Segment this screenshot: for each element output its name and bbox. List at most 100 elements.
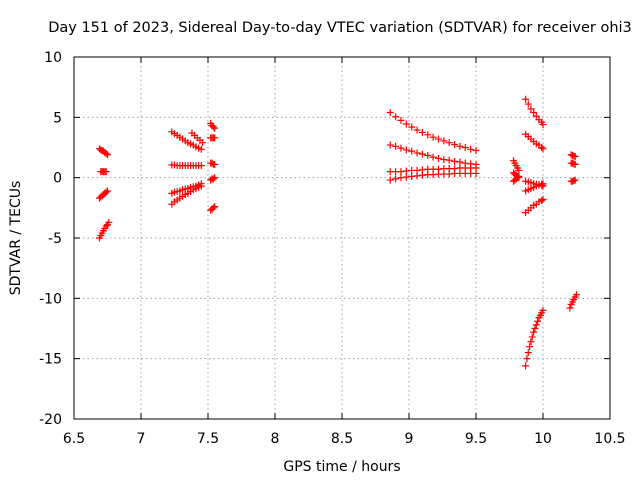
data-point — [102, 188, 110, 196]
data-point — [413, 149, 421, 157]
series-track-e1 — [510, 157, 523, 174]
data-point — [104, 187, 111, 195]
data-point — [440, 156, 448, 164]
data-point — [440, 137, 448, 145]
data-point — [397, 116, 405, 124]
x-tick-label: 10 — [534, 431, 552, 447]
data-point — [451, 140, 459, 148]
data-point — [429, 171, 437, 179]
data-point — [209, 204, 217, 212]
data-point — [402, 120, 410, 128]
data-point — [105, 218, 113, 226]
data-point — [530, 109, 538, 117]
data-point — [211, 124, 219, 132]
data-point — [531, 325, 539, 332]
data-point — [456, 142, 464, 150]
series-track-c3 — [207, 159, 219, 168]
series-track-e3 — [510, 172, 523, 185]
data-point — [102, 150, 110, 158]
x-tick-label: 8.5 — [331, 431, 353, 447]
series-track-d1 — [386, 109, 480, 155]
data-point — [408, 123, 416, 131]
data-point — [104, 151, 111, 159]
data-point — [418, 150, 426, 158]
data-point — [402, 167, 410, 175]
data-point — [527, 105, 535, 113]
data-point — [386, 141, 394, 149]
data-point — [539, 306, 547, 314]
data-point — [528, 333, 536, 341]
data-point — [392, 175, 400, 183]
data-point — [539, 121, 547, 129]
data-point — [515, 172, 523, 180]
series-track-g1 — [567, 151, 579, 161]
y-axis-label: SDTVAR / TECUs — [8, 181, 24, 296]
data-point — [413, 172, 421, 180]
data-point — [539, 180, 547, 188]
chart-title: Day 151 of 2023, Sidereal Day-to-day VTE… — [48, 20, 632, 36]
data-point — [392, 142, 400, 150]
series-track-d2 — [386, 141, 480, 168]
y-tick-label: 10 — [44, 50, 62, 66]
data-point — [515, 166, 523, 174]
data-point — [211, 160, 219, 168]
series-track-b4 — [168, 182, 205, 208]
grid — [74, 57, 610, 419]
y-tick-label: -15 — [39, 352, 62, 368]
data-point — [408, 147, 416, 155]
data-point — [197, 182, 205, 190]
data-point — [445, 156, 453, 164]
series-track-d4 — [386, 169, 480, 184]
data-point — [538, 180, 546, 188]
data-point — [451, 157, 459, 165]
series-track-c2 — [207, 134, 219, 142]
data-point — [408, 172, 416, 180]
series-track-b5 — [188, 129, 207, 147]
x-tick-label: 9 — [405, 431, 414, 447]
data-point — [397, 144, 405, 152]
series-track-c4 — [207, 174, 219, 184]
data-point — [570, 160, 578, 168]
data-point — [539, 195, 547, 203]
data-point — [472, 147, 480, 155]
series-track-g3 — [567, 176, 579, 185]
data-point — [522, 95, 530, 103]
data-point — [456, 158, 464, 166]
y-tick-label: -5 — [48, 231, 62, 247]
x-tick-label: 7.5 — [197, 431, 219, 447]
series-track-a1 — [95, 145, 111, 159]
data-point — [530, 328, 538, 336]
series-track-a4 — [95, 218, 113, 242]
data-point — [211, 134, 219, 142]
data-point — [472, 169, 480, 177]
series-track-c1 — [207, 119, 219, 132]
data-point — [199, 139, 207, 147]
data-points — [95, 95, 580, 370]
data-point — [524, 349, 532, 357]
data-point — [211, 203, 219, 211]
series-track-f5 — [522, 195, 547, 217]
data-point — [571, 160, 579, 168]
data-point — [566, 304, 574, 312]
data-point — [429, 133, 437, 141]
data-point — [429, 153, 437, 161]
data-point — [532, 321, 540, 329]
x-tick-label: 6.5 — [63, 431, 85, 447]
data-point — [570, 152, 578, 160]
data-point — [524, 100, 532, 108]
data-point — [522, 362, 530, 370]
data-point — [534, 317, 542, 325]
series-track-b1 — [168, 128, 205, 153]
data-point — [402, 173, 410, 181]
data-point — [434, 154, 442, 162]
series-track-g2 — [567, 159, 579, 168]
y-tick-label: -10 — [39, 291, 62, 307]
data-point — [211, 174, 219, 182]
data-point — [445, 170, 453, 178]
series-track-b2 — [168, 161, 205, 170]
data-point — [418, 128, 426, 136]
data-point — [386, 176, 394, 184]
data-point — [538, 197, 546, 205]
data-point — [102, 168, 110, 176]
